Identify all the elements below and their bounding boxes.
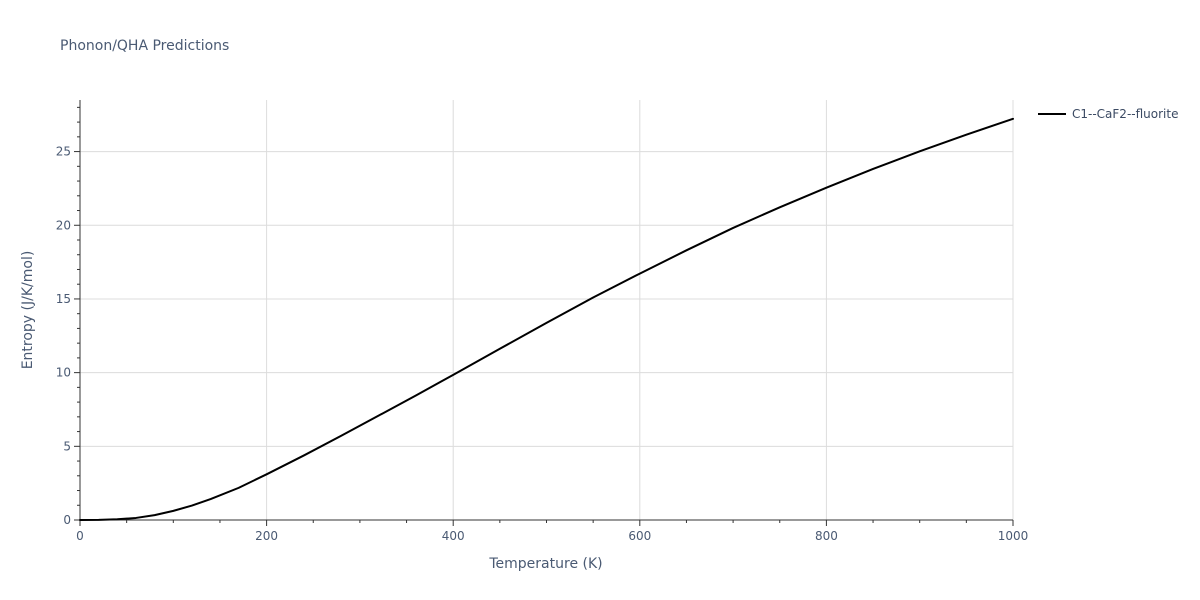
x-axis-label: Temperature (K): [488, 556, 602, 572]
y-tick-label: 5: [63, 439, 71, 453]
series-line-1: [79, 117, 1014, 521]
x-tick-label: 200: [255, 529, 278, 543]
grid-layer: [80, 100, 1014, 520]
legend: C1--CaF2--fluorite: [1038, 107, 1178, 121]
y-axis-label: Entropy (J/K/mol): [20, 251, 36, 370]
axis-layer: 0 200 400 600 800 1000 0 5 10 15 20 25: [56, 100, 1029, 543]
y-tick-label: 25: [56, 145, 71, 159]
chart-title: Phonon/QHA Predictions: [60, 38, 229, 54]
legend-label: C1--CaF2--fluorite: [1072, 107, 1178, 121]
y-tick-label: 10: [56, 366, 71, 380]
x-tick-label: 800: [815, 529, 838, 543]
y-tick-label: 15: [56, 292, 71, 306]
x-tick-label: 400: [442, 529, 465, 543]
series-layer: [79, 117, 1014, 521]
x-tick-label: 0: [76, 529, 84, 543]
y-tick-label: 0: [63, 513, 71, 527]
x-tick-label: 600: [628, 529, 651, 543]
x-tick-label: 1000: [998, 529, 1029, 543]
y-tick-label: 20: [56, 218, 71, 232]
